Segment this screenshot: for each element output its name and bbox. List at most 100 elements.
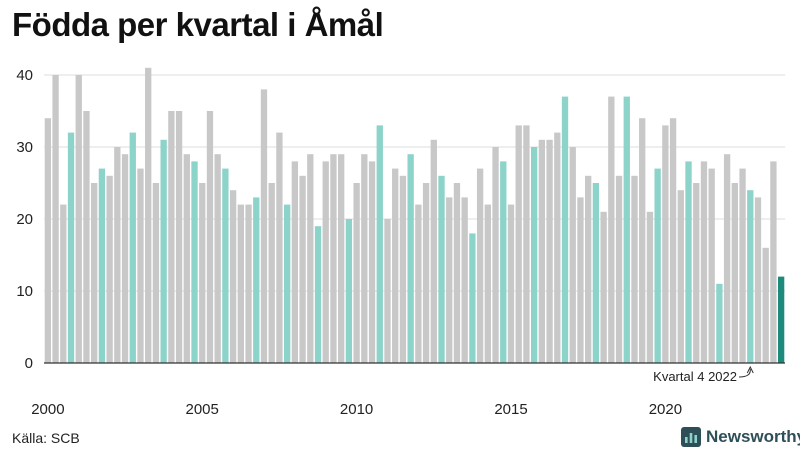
source-note: Källa: SCB (12, 430, 80, 446)
bar (175, 111, 183, 363)
x-tick-label: 2000 (31, 401, 64, 418)
bar (121, 154, 129, 363)
bar (639, 118, 646, 363)
bar (229, 190, 237, 363)
bar (353, 183, 360, 363)
annotation-label: Kvartal 4 2022 (653, 369, 737, 384)
bar (662, 125, 669, 364)
bar (476, 168, 484, 363)
bar (392, 168, 399, 363)
bar (716, 283, 723, 363)
bar (299, 175, 306, 363)
bar (60, 204, 67, 363)
bar (98, 168, 106, 363)
bar (569, 147, 576, 363)
bar (623, 96, 630, 363)
bar (669, 118, 677, 363)
bar (446, 197, 453, 363)
bar (253, 197, 260, 363)
x-tick-label: 2005 (186, 401, 219, 418)
bar (685, 161, 692, 363)
bar (585, 175, 592, 363)
bar (515, 125, 522, 364)
chart-title: Födda per kvartal i Åmål (12, 6, 384, 43)
bar (561, 96, 569, 363)
annotation-arrowhead (746, 365, 754, 374)
bar (314, 226, 322, 363)
bar (430, 139, 437, 363)
bar (631, 175, 638, 363)
bar (762, 247, 769, 363)
brand[interactable]: Newsworthy (681, 427, 800, 447)
bar (345, 219, 353, 363)
bar (106, 175, 113, 363)
bar (770, 161, 777, 363)
bar (206, 111, 214, 363)
bar (677, 190, 684, 363)
bar (52, 75, 59, 363)
bar (777, 276, 785, 363)
bar (291, 161, 299, 363)
bar (708, 168, 715, 363)
bar (554, 132, 561, 363)
bar (438, 175, 445, 363)
x-tick-label: 2020 (649, 401, 682, 418)
bar (376, 125, 383, 364)
bar (693, 183, 700, 363)
bar (322, 161, 329, 363)
bar (245, 204, 252, 363)
bar (268, 183, 275, 363)
bar (137, 168, 144, 363)
bar (654, 168, 661, 363)
bar (461, 197, 468, 363)
y-tick-label: 20 (16, 211, 33, 228)
bar (422, 183, 430, 363)
bar (507, 204, 515, 363)
bar (700, 161, 708, 363)
bar (469, 233, 476, 363)
bar (415, 204, 422, 363)
y-tick-label: 0 (25, 355, 33, 372)
x-tick-label: 2015 (494, 401, 527, 418)
bar (283, 204, 291, 363)
bar (330, 154, 337, 363)
bar (152, 183, 160, 363)
bar (83, 111, 90, 363)
bar (646, 211, 654, 363)
bar (114, 147, 121, 363)
bar (260, 89, 268, 364)
gridlines (44, 74, 785, 292)
bar (399, 175, 407, 363)
bar (500, 161, 507, 363)
bar (492, 147, 499, 363)
bar (592, 183, 600, 363)
bar (600, 211, 607, 363)
bar (546, 139, 553, 363)
y-tick-label: 10 (16, 283, 33, 300)
bar (754, 197, 762, 363)
y-tick-label: 40 (16, 67, 33, 84)
bar (338, 154, 345, 363)
bar (67, 132, 75, 363)
bar (75, 75, 82, 363)
annotation: Kvartal 4 2022 (653, 365, 754, 384)
bar (168, 111, 175, 363)
brand-name: Newsworthy (706, 427, 800, 446)
bar (307, 154, 314, 363)
bar (407, 154, 414, 363)
bar (160, 139, 167, 363)
bar (129, 132, 136, 363)
newsworthy-logo-icon (681, 427, 701, 447)
bar (538, 139, 546, 363)
bar (145, 67, 152, 364)
bar (199, 183, 206, 363)
bar (222, 168, 229, 363)
bar (384, 219, 391, 363)
bar (368, 161, 376, 363)
bar (530, 147, 538, 363)
bar (731, 183, 738, 363)
bars (44, 67, 785, 364)
y-tick-label: 30 (16, 139, 33, 156)
bar (44, 118, 52, 363)
